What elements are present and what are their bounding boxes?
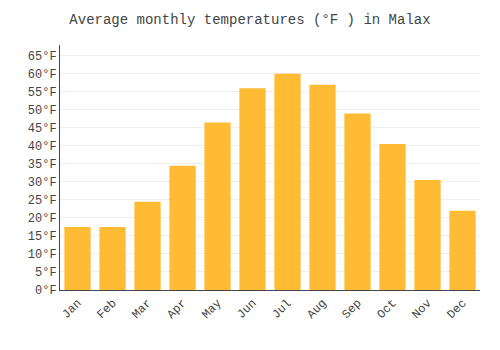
svg-text:Feb: Feb bbox=[94, 297, 119, 322]
svg-text:Mar: Mar bbox=[129, 297, 154, 322]
svg-text:Nov: Nov bbox=[409, 297, 434, 322]
svg-text:Jun: Jun bbox=[234, 297, 259, 322]
svg-text:50°F: 50°F bbox=[28, 104, 57, 118]
svg-text:5°F: 5°F bbox=[35, 266, 57, 280]
svg-text:Jan: Jan bbox=[59, 297, 84, 322]
svg-text:55°F: 55°F bbox=[28, 86, 57, 100]
svg-text:65°F: 65°F bbox=[28, 50, 57, 64]
svg-text:Aug: Aug bbox=[304, 297, 329, 322]
svg-text:60°F: 60°F bbox=[28, 68, 57, 82]
svg-text:15°F: 15°F bbox=[28, 230, 57, 244]
svg-text:30°F: 30°F bbox=[28, 176, 57, 190]
svg-text:20°F: 20°F bbox=[28, 212, 57, 226]
svg-text:Sep: Sep bbox=[339, 297, 364, 322]
svg-text:Jul: Jul bbox=[269, 297, 294, 322]
svg-text:10°F: 10°F bbox=[28, 248, 57, 262]
svg-text:0°F: 0°F bbox=[35, 284, 57, 298]
svg-text:40°F: 40°F bbox=[28, 140, 57, 154]
svg-text:Apr: Apr bbox=[164, 297, 189, 322]
svg-text:Oct: Oct bbox=[374, 297, 399, 322]
svg-text:45°F: 45°F bbox=[28, 122, 57, 136]
svg-text:Average monthly temperatures (: Average monthly temperatures (°F ) in Ma… bbox=[69, 12, 430, 28]
svg-text:25°F: 25°F bbox=[28, 194, 57, 208]
svg-text:35°F: 35°F bbox=[28, 158, 57, 172]
svg-text:May: May bbox=[199, 297, 224, 322]
svg-text:Dec: Dec bbox=[444, 297, 469, 322]
